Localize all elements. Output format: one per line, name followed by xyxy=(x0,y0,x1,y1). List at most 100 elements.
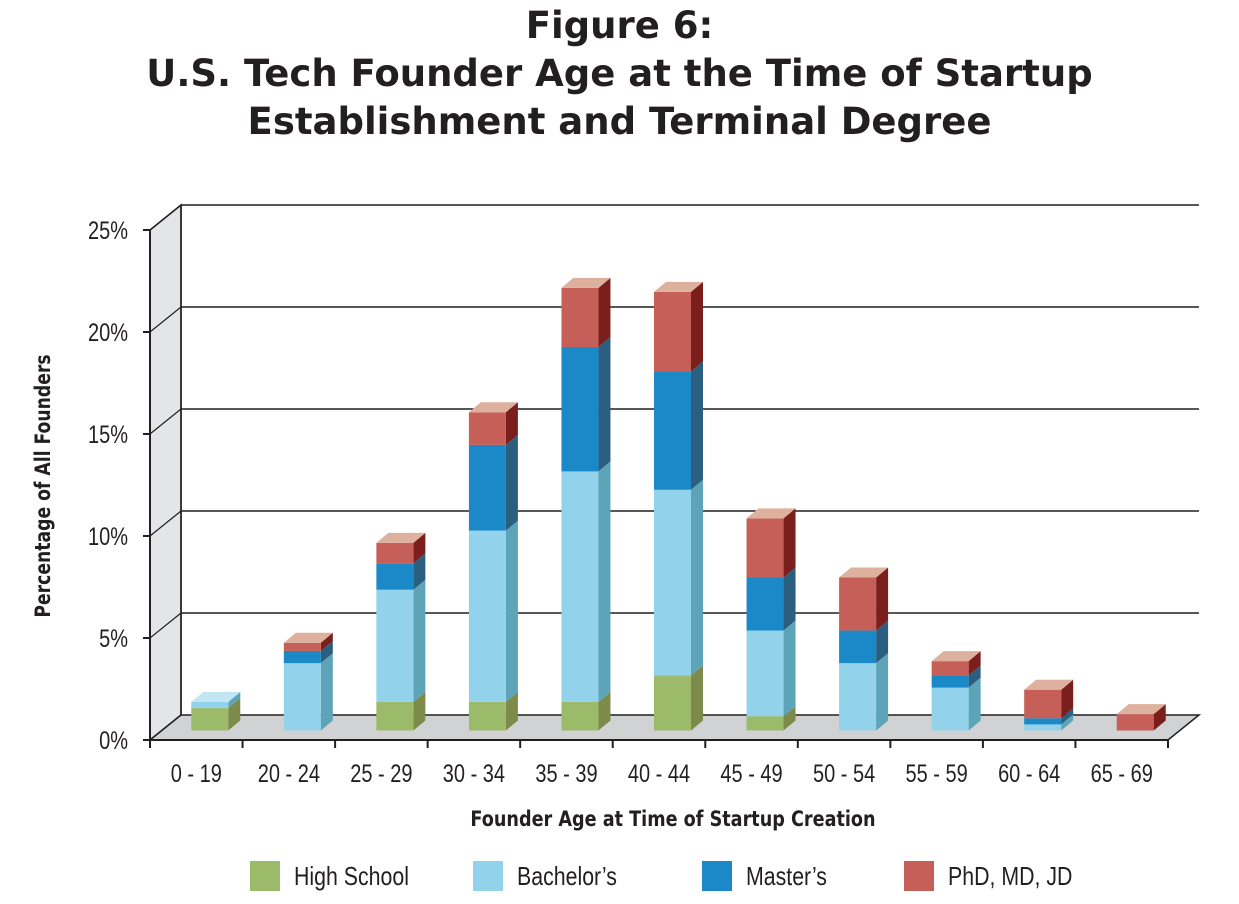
legend-label-bachelors: Bachelor’s xyxy=(517,860,617,891)
bar-side-master-s xyxy=(1061,708,1074,725)
bar-side-master-s xyxy=(505,434,518,531)
x-axis-label: Founder Age at Time of Startup Creation xyxy=(470,807,875,832)
bar-side-bachelor-s xyxy=(413,579,426,702)
bar-50-54-phd-md-jd xyxy=(839,577,877,631)
bar-side-bachelor-s xyxy=(505,520,518,702)
bar-55-59-phd-md-jd xyxy=(931,661,969,676)
x-tick-label: 45 - 49 xyxy=(720,760,782,788)
x-tick-labels: 0 - 19 20 - 24 25 - 29 30 - 34 35 - 39 40 - 4… xyxy=(171,760,1153,788)
bar-side-phd-md-jd xyxy=(968,651,981,676)
x-tick-label: 50 - 54 xyxy=(813,760,875,788)
bar-group-25-29 xyxy=(376,532,426,731)
bar-30-34-high-school xyxy=(468,701,506,731)
axes xyxy=(143,229,1169,748)
bar-side-phd-md-jd xyxy=(783,508,796,578)
bar-side-bachelor-s xyxy=(320,653,333,731)
bar-group-0-19 xyxy=(191,691,241,731)
bar-side-phd-md-jd xyxy=(876,567,889,631)
bar-top-65-69 xyxy=(1116,704,1166,715)
bar-side-phd-md-jd xyxy=(1153,704,1166,731)
bar-25-29-high-school xyxy=(376,701,414,731)
figure-label: Figure 6: xyxy=(525,4,714,47)
bar-side-phd-md-jd xyxy=(1061,679,1074,719)
bar-side-bachelor-s xyxy=(876,653,889,731)
bar-60-64-master-s xyxy=(1024,718,1062,725)
y-tick-label: 10% xyxy=(88,523,128,551)
bar-40-44-master-s xyxy=(654,371,691,490)
x-tick-label: 35 - 39 xyxy=(535,760,597,788)
bar-side-bachelor-s xyxy=(783,620,796,717)
bar-side-high-school xyxy=(228,698,241,731)
bar-side-high-school xyxy=(783,706,796,731)
gridline-wall xyxy=(149,204,182,231)
bar-50-54-master-s xyxy=(839,630,877,664)
bar-group-40-44 xyxy=(654,281,703,731)
bar-top-50-54 xyxy=(839,567,889,578)
bar-top-60-64 xyxy=(1024,679,1074,690)
x-tick-label: 0 - 19 xyxy=(171,760,222,788)
bar-30-34-phd-md-jd xyxy=(468,412,506,445)
bar-group-45-49 xyxy=(746,508,796,731)
y-tick-labels: 0% 5% 10% 15% 20% 25% xyxy=(88,217,128,755)
bar-side-bachelor-s xyxy=(968,677,981,731)
bar-side-phd-md-jd xyxy=(505,402,518,445)
bar-35-39-bachelor-s xyxy=(561,471,599,702)
y-tick-label: 5% xyxy=(99,625,128,653)
bar-side-phd-md-jd xyxy=(691,281,703,372)
x-tick-label: 55 - 59 xyxy=(906,760,968,788)
chart-title: Figure 6: U.S. Tech Founder Age at the T… xyxy=(0,0,1239,146)
bar-side-master-s xyxy=(968,665,981,688)
title-line-1: U.S. Tech Founder Age at the Time of Sta… xyxy=(146,52,1093,95)
bar-45-49-bachelor-s xyxy=(746,630,784,717)
bar-group-55-59 xyxy=(931,651,981,731)
bar-0-19-high-school xyxy=(191,708,229,731)
bar-50-54-bachelor-s xyxy=(839,663,877,731)
x-tick-label: 25 - 29 xyxy=(350,760,412,788)
x-tick-label: 65 - 69 xyxy=(1091,760,1153,788)
bar-group-20-24 xyxy=(283,632,333,731)
bar-30-34-master-s xyxy=(468,444,506,531)
bar-45-49-phd-md-jd xyxy=(746,518,784,578)
bar-side-master-s xyxy=(598,336,611,472)
x-tick-label: 20 - 24 xyxy=(258,760,320,788)
bar-45-49-master-s xyxy=(746,577,784,631)
bar-35-39-high-school xyxy=(561,701,599,731)
bar-20-24-bachelor-s xyxy=(283,663,321,731)
bar-top-25-29 xyxy=(376,532,426,543)
legend-item-phd-md-jd: PhD, MD, JD xyxy=(904,858,1100,894)
bar-group-35-39 xyxy=(561,277,611,731)
bar-0-19-bachelor-s xyxy=(191,701,229,709)
bar-25-29-bachelor-s xyxy=(376,589,414,702)
legend-swatch-phd-md-jd xyxy=(904,861,934,891)
bar-side-bachelor-s xyxy=(691,479,703,676)
bar-35-39-phd-md-jd xyxy=(561,287,599,347)
bar-side-bachelor-s xyxy=(1061,714,1074,731)
legend-item-masters: Master’s xyxy=(702,858,845,894)
bar-side-master-s xyxy=(691,361,703,490)
bar-side-phd-md-jd xyxy=(598,277,611,347)
gridline-wall xyxy=(149,510,182,537)
y-tick-label: 20% xyxy=(88,319,128,347)
bar-35-39-master-s xyxy=(561,346,599,472)
y-axis-label: Percentage of All Founders xyxy=(30,354,55,617)
stacked-bar-chart: 0% 5% 10% 15% 20% 25% 0 - 19 20 - 24 25 - 29 30 … xyxy=(30,203,1202,832)
bar-40-44-high-school xyxy=(654,675,691,731)
bar-group-60-64 xyxy=(1024,679,1074,731)
title-line-2: Establishment and Terminal Degree xyxy=(247,100,992,143)
bar-40-44-bachelor-s xyxy=(654,489,691,676)
bar-20-24-master-s xyxy=(283,650,321,664)
legend-label-masters: Master’s xyxy=(746,860,827,891)
bar-side-bachelor-s xyxy=(228,691,241,709)
bar-side-phd-md-jd xyxy=(320,632,333,651)
legend-item-high-school: High School xyxy=(250,858,434,894)
bar-top-40-44 xyxy=(654,281,703,292)
bar-side-master-s xyxy=(876,620,889,664)
bar-group-50-54 xyxy=(839,567,889,731)
legend-item-bachelors: Bachelor’s xyxy=(473,858,639,894)
bar-side-bachelor-s xyxy=(598,461,611,702)
bar-side-phd-md-jd xyxy=(413,532,426,564)
bar-side-master-s xyxy=(320,640,333,664)
y-tick-label: 0% xyxy=(99,727,128,755)
bar-60-64-bachelor-s xyxy=(1024,724,1062,731)
bar-group-30-34 xyxy=(468,402,518,731)
